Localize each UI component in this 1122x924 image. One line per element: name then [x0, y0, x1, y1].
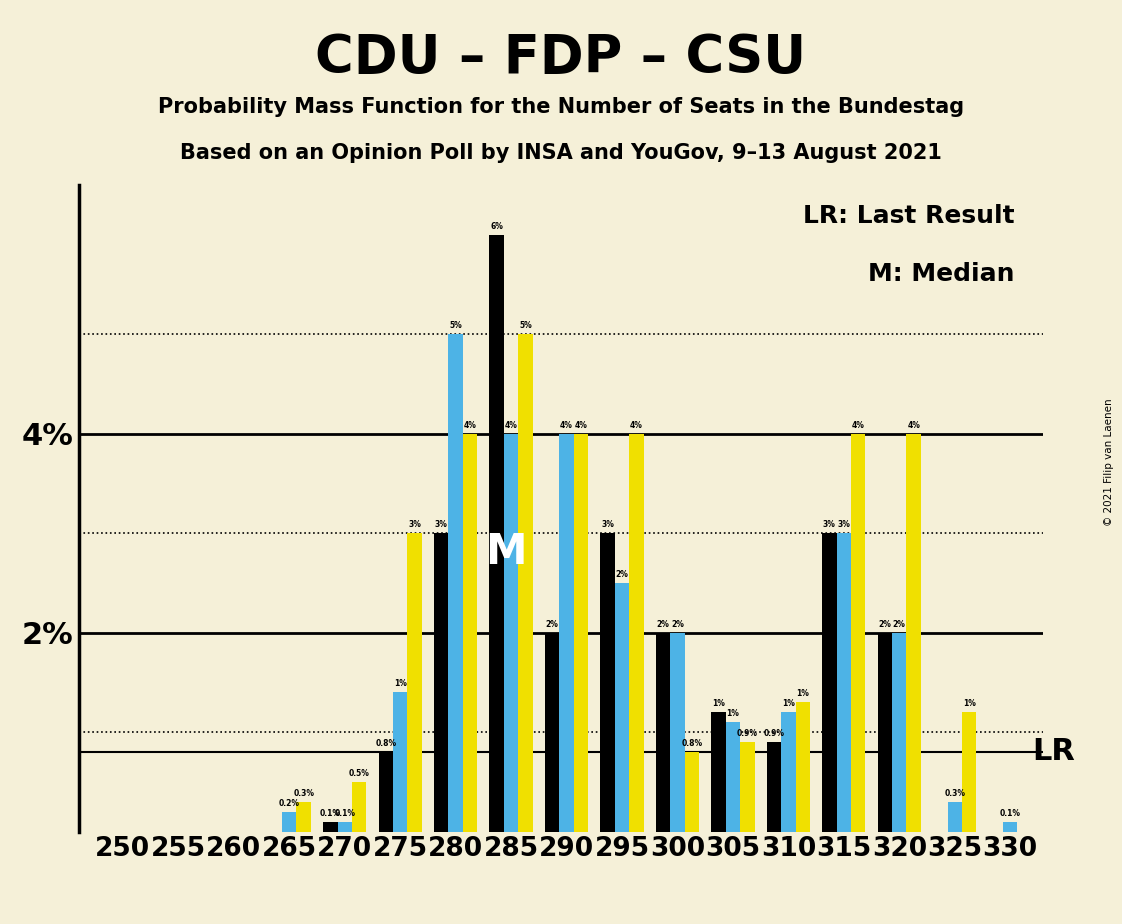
- Text: 1%: 1%: [963, 699, 976, 708]
- Bar: [434, 533, 449, 832]
- Text: 2%: 2%: [671, 620, 684, 628]
- Text: 1%: 1%: [782, 699, 794, 708]
- Text: 0.8%: 0.8%: [375, 739, 396, 748]
- Text: 2%: 2%: [616, 570, 628, 578]
- Bar: [378, 752, 393, 832]
- Bar: [282, 811, 296, 832]
- Bar: [600, 533, 615, 832]
- Bar: [352, 782, 367, 832]
- Text: Probability Mass Function for the Number of Seats in the Bundestag: Probability Mass Function for the Number…: [158, 97, 964, 117]
- Text: Based on an Opinion Poll by INSA and YouGov, 9–13 August 2021: Based on an Opinion Poll by INSA and You…: [180, 143, 942, 164]
- Text: 3%: 3%: [435, 520, 448, 529]
- Bar: [892, 633, 907, 832]
- Bar: [766, 742, 781, 832]
- Text: 0.1%: 0.1%: [1000, 808, 1021, 818]
- Text: 4%: 4%: [852, 420, 865, 430]
- Text: 1%: 1%: [712, 699, 725, 708]
- Bar: [518, 334, 533, 832]
- Text: 2%: 2%: [879, 620, 891, 628]
- Text: 6%: 6%: [490, 222, 503, 231]
- Bar: [504, 433, 518, 832]
- Bar: [795, 702, 810, 832]
- Text: 0.2%: 0.2%: [278, 798, 300, 808]
- Text: M: M: [485, 531, 526, 573]
- Bar: [560, 433, 573, 832]
- Bar: [781, 712, 795, 832]
- Text: 4%: 4%: [505, 420, 517, 430]
- Text: 2%: 2%: [656, 620, 670, 628]
- Text: 3%: 3%: [837, 520, 850, 529]
- Text: 4%: 4%: [629, 420, 643, 430]
- Text: M: Median: M: Median: [868, 262, 1014, 286]
- Bar: [296, 802, 311, 832]
- Text: LR: LR: [1032, 737, 1075, 767]
- Text: CDU – FDP – CSU: CDU – FDP – CSU: [315, 32, 807, 84]
- Bar: [1003, 821, 1018, 832]
- Bar: [489, 235, 504, 832]
- Bar: [822, 533, 837, 832]
- Text: 4%: 4%: [574, 420, 588, 430]
- Text: 3%: 3%: [408, 520, 421, 529]
- Text: LR: Last Result: LR: Last Result: [803, 204, 1014, 228]
- Bar: [463, 433, 477, 832]
- Bar: [545, 633, 560, 832]
- Bar: [393, 692, 407, 832]
- Bar: [670, 633, 684, 832]
- Text: 3%: 3%: [822, 520, 836, 529]
- Text: 0.5%: 0.5%: [349, 769, 369, 778]
- Bar: [323, 821, 338, 832]
- Bar: [726, 723, 741, 832]
- Bar: [629, 433, 644, 832]
- Text: 1%: 1%: [394, 679, 406, 688]
- Text: 3%: 3%: [601, 520, 614, 529]
- Text: © 2021 Filip van Laenen: © 2021 Filip van Laenen: [1104, 398, 1114, 526]
- Text: 4%: 4%: [560, 420, 573, 430]
- Text: 0.1%: 0.1%: [334, 808, 356, 818]
- Text: 2%: 2%: [893, 620, 905, 628]
- Text: 4%: 4%: [908, 420, 920, 430]
- Bar: [615, 583, 629, 832]
- Bar: [338, 821, 352, 832]
- Bar: [907, 433, 921, 832]
- Bar: [850, 433, 865, 832]
- Bar: [573, 433, 588, 832]
- Text: 5%: 5%: [449, 321, 462, 330]
- Text: 0.3%: 0.3%: [293, 789, 314, 797]
- Bar: [449, 334, 463, 832]
- Bar: [837, 533, 850, 832]
- Bar: [711, 712, 726, 832]
- Text: 0.9%: 0.9%: [763, 729, 784, 738]
- Text: 4%: 4%: [463, 420, 477, 430]
- Bar: [877, 633, 892, 832]
- Text: 1%: 1%: [726, 709, 739, 718]
- Text: 5%: 5%: [519, 321, 532, 330]
- Text: 0.3%: 0.3%: [945, 789, 965, 797]
- Bar: [656, 633, 670, 832]
- Text: 2%: 2%: [545, 620, 559, 628]
- Text: 0.8%: 0.8%: [681, 739, 702, 748]
- Bar: [741, 742, 754, 832]
- Text: 1%: 1%: [797, 689, 809, 699]
- Bar: [407, 533, 422, 832]
- Bar: [684, 752, 699, 832]
- Text: 0.9%: 0.9%: [737, 729, 757, 738]
- Text: 0.1%: 0.1%: [320, 808, 341, 818]
- Bar: [947, 802, 962, 832]
- Bar: [962, 712, 976, 832]
